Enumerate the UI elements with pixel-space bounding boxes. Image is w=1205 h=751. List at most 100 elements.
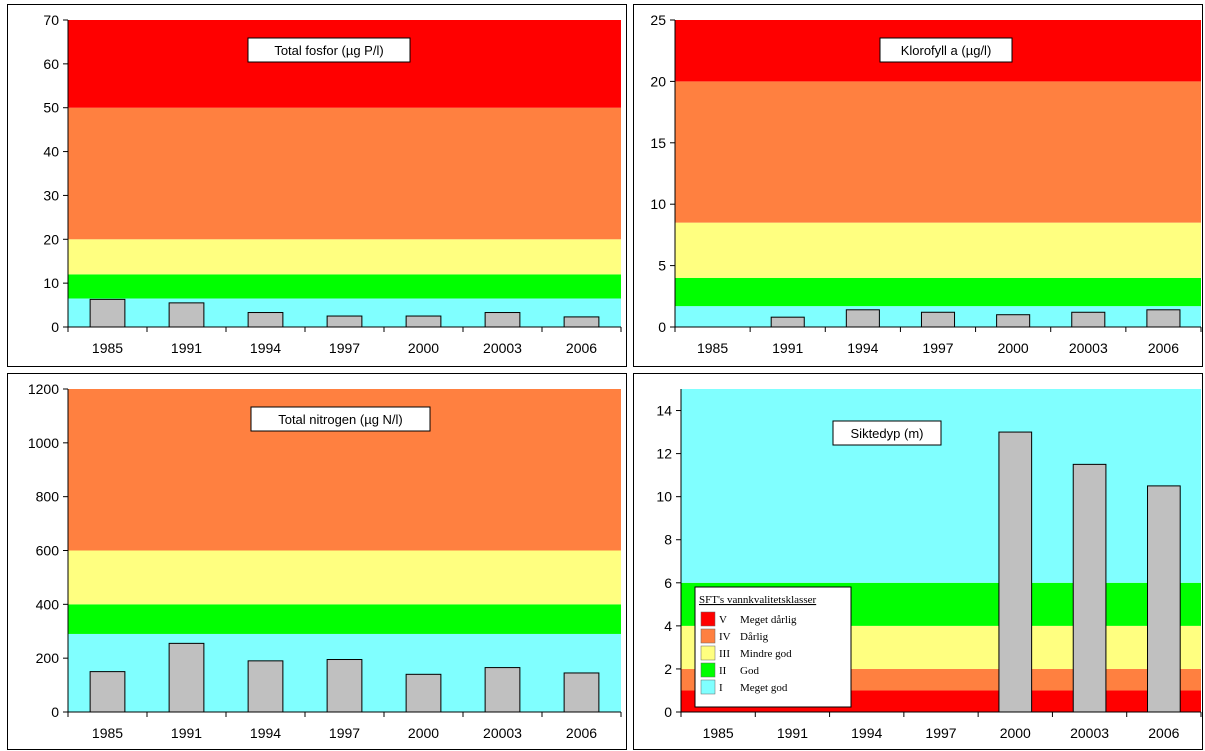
y-tick-label: 0 — [51, 319, 59, 335]
y-tick-label: 8 — [664, 532, 672, 548]
chart-title-box — [250, 406, 431, 432]
x-tick-label: 2006 — [1148, 340, 1179, 356]
x-tick-label: 1997 — [329, 725, 360, 741]
chart-title: Total nitrogen (µg N/l) — [278, 412, 403, 427]
y-tick-label: 15 — [650, 135, 666, 151]
x-tick-label: 2000 — [998, 340, 1029, 356]
legend-class-label: Dårlig — [740, 631, 769, 643]
bar-1994 — [845, 309, 880, 328]
y-tick-label: 800 — [36, 489, 60, 505]
x-tick-label: 1997 — [925, 725, 956, 741]
class-band-IV — [675, 81, 1201, 223]
chart-title: Total fosfor (µg P/l) — [274, 43, 383, 58]
legend-class-label: Meget god — [740, 682, 788, 694]
bar-1991 — [168, 642, 205, 713]
class-band-I — [681, 389, 1201, 583]
bar-1991 — [168, 302, 205, 328]
chart-title: Siktedyp (m) — [851, 426, 924, 441]
x-tick-label: 20003 — [1070, 725, 1109, 741]
legend-class-numeral: IV — [719, 631, 731, 643]
legend-swatch-I — [700, 679, 716, 695]
x-tick-label: 1997 — [329, 340, 360, 356]
legend-swatch-IV — [700, 628, 716, 644]
bar-20003 — [1071, 311, 1106, 328]
chart-title-box — [879, 37, 1013, 63]
legend-box — [694, 586, 852, 708]
chart-title: Klorofyll a (µg/l) — [901, 43, 992, 58]
y-tick-label: 25 — [650, 12, 666, 28]
chart-siktedyp: 0 2 4 6 8 10 12 14 1985 1991 1994 1997 2000 20003 2006… — [656, 389, 1202, 741]
bar-2006 — [1147, 485, 1181, 713]
class-band-V — [68, 20, 621, 108]
bar-2006 — [563, 672, 600, 713]
y-tick-label: 600 — [36, 543, 60, 559]
y-tick-label: 30 — [43, 187, 59, 203]
bar-20003 — [484, 312, 521, 328]
legend-swatch-II — [700, 662, 716, 678]
chart-panel-total-fosfor: 0 10 20 30 40 50 60 70 1985 1991 1994 1997 2000 20003… — [7, 4, 627, 367]
y-tick-label: 6 — [664, 575, 672, 591]
x-tick-label: 20003 — [483, 340, 522, 356]
y-tick-label: 10 — [43, 275, 59, 291]
chart-klorofyll: 0 5 10 15 20 25 1985 1991 1994 1997 2000 20003 2006 K… — [650, 12, 1202, 356]
legend-class-numeral: II — [719, 665, 727, 677]
bar-1994 — [247, 660, 284, 713]
class-band-III — [68, 239, 621, 275]
y-tick-label: 1000 — [28, 435, 59, 451]
bar-20003 — [484, 667, 521, 713]
y-tick-label: 0 — [664, 704, 672, 720]
y-tick-label: 70 — [43, 12, 59, 28]
y-tick-label: 20 — [43, 231, 59, 247]
bar-1985 — [89, 298, 126, 328]
y-tick-label: 60 — [43, 56, 59, 72]
class-band-II — [68, 274, 621, 299]
x-tick-label: 1985 — [697, 340, 728, 356]
chart-panel-total-nitrogen: 0 200 400 600 800 1000 1200 1985 1991 1994 1997 200… — [7, 373, 627, 750]
chart-total-nitrogen: 0 200 400 600 800 1000 1200 1985 1991 1994 1997 200… — [28, 381, 622, 741]
chart-total-fosfor: 0 10 20 30 40 50 60 70 1985 1991 1994 1997 2000 20003… — [43, 12, 622, 356]
x-tick-label: 1985 — [703, 725, 734, 741]
class-band-II — [68, 604, 621, 634]
y-tick-label: 2 — [664, 661, 672, 677]
x-tick-label: 2000 — [408, 340, 439, 356]
legend-class-numeral: V — [719, 614, 727, 626]
x-tick-label: 1994 — [851, 725, 882, 741]
x-tick-label: 2006 — [566, 340, 597, 356]
x-tick-label: 2006 — [566, 725, 597, 741]
legend-class-numeral: I — [719, 682, 723, 694]
y-tick-label: 0 — [658, 319, 666, 335]
chart-title-box — [832, 420, 942, 446]
legend-class-label: Meget dårlig — [740, 614, 797, 626]
x-tick-label: 1985 — [92, 340, 123, 356]
bar-2000 — [405, 315, 442, 328]
bar-1997 — [326, 315, 363, 328]
y-tick-label: 50 — [43, 100, 59, 116]
chart-title-box — [247, 37, 411, 63]
x-tick-label: 1997 — [922, 340, 953, 356]
x-tick-label: 2000 — [408, 725, 439, 741]
x-tick-label: 1994 — [250, 340, 281, 356]
x-tick-label: 1985 — [92, 725, 123, 741]
bar-1985 — [89, 671, 126, 713]
legend-class-label: Mindre god — [740, 648, 792, 660]
x-tick-label: 20003 — [483, 725, 522, 741]
chart-panel-klorofyll: 0 5 10 15 20 25 1985 1991 1994 1997 2000 20003 2006 K… — [633, 4, 1203, 367]
quality-class-legend: SFT's vannkvalitetsklasser V Meget dårlig I… — [694, 586, 852, 708]
chart-panel-siktedyp: 0 2 4 6 8 10 12 14 1985 1991 1994 1997 2000 20003 2006… — [633, 373, 1203, 750]
class-band-III — [675, 222, 1201, 278]
x-tick-label: 1991 — [772, 340, 803, 356]
bar-1997 — [920, 311, 956, 328]
y-tick-label: 5 — [658, 258, 666, 274]
bar-1994 — [247, 312, 284, 328]
y-tick-label: 400 — [36, 596, 60, 612]
x-tick-label: 2000 — [1000, 725, 1031, 741]
y-tick-label: 10 — [656, 489, 672, 505]
legend-swatch-III — [700, 645, 716, 661]
class-band-II — [675, 277, 1201, 307]
bar-2006 — [563, 316, 600, 328]
legend-class-numeral: III — [719, 648, 730, 660]
x-tick-label: 20003 — [1069, 340, 1108, 356]
legend-class-label: God — [740, 665, 759, 677]
x-tick-label: 1991 — [171, 340, 202, 356]
x-tick-label: 1994 — [250, 725, 281, 741]
